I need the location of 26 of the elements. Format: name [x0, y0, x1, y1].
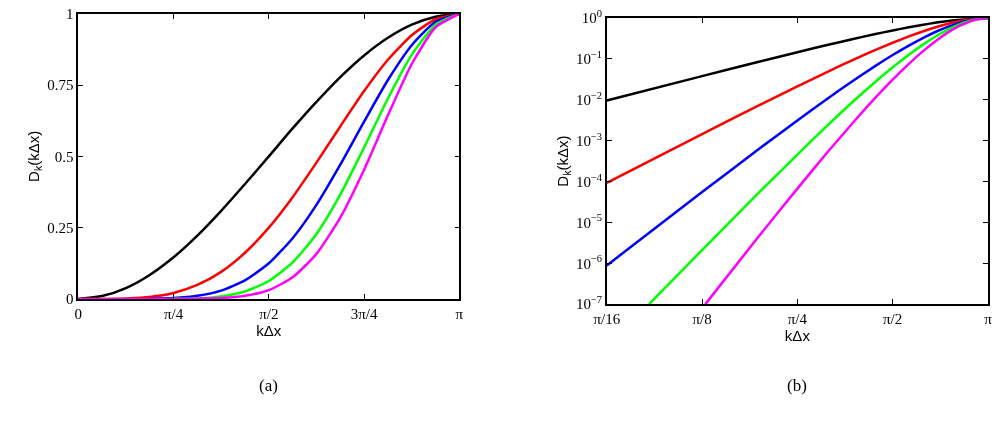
x-tick-label: π/16 [593, 310, 621, 327]
x-tick-label: π [984, 310, 993, 327]
text: (a) [259, 376, 278, 395]
y-tick-label: 10$^{−4}$ [575, 171, 603, 190]
y-tick-label: 0 [65, 291, 74, 308]
y-tick-label: 10$^{−3}$ [575, 130, 603, 149]
y-tick-label: 0.5 [54, 148, 74, 165]
y-tick-label: 10$^{−1}$ [575, 48, 603, 68]
y-tick-label: 10$^{0}$ [581, 8, 603, 27]
y-tick-label: 10$^{−2}$ [575, 89, 603, 109]
y-tick-label: 10$^{−7}$ [575, 294, 603, 313]
x-tick-label: π/8 [692, 310, 712, 327]
x-tick-label: π [455, 305, 464, 322]
x-axis-title: kΔx [784, 326, 811, 344]
x-tick-label: π/2 [259, 305, 279, 322]
y-tick-label: 10$^{−6}$ [575, 253, 603, 272]
x-tick-label: π/4 [787, 310, 808, 327]
y-tick-label: 10$^{−5}$ [575, 212, 603, 231]
x-tick-label: π/4 [163, 305, 184, 322]
x-tick-label: 3π/4 [350, 305, 378, 322]
x-tick-label: π/2 [883, 310, 903, 327]
y-tick-label: 0.75 [47, 77, 74, 94]
y-tick-label: 0.25 [47, 219, 74, 236]
x-axis-title: kΔx [256, 321, 282, 339]
y-tick-label: 1 [65, 6, 74, 23]
text: (b) [787, 376, 807, 395]
